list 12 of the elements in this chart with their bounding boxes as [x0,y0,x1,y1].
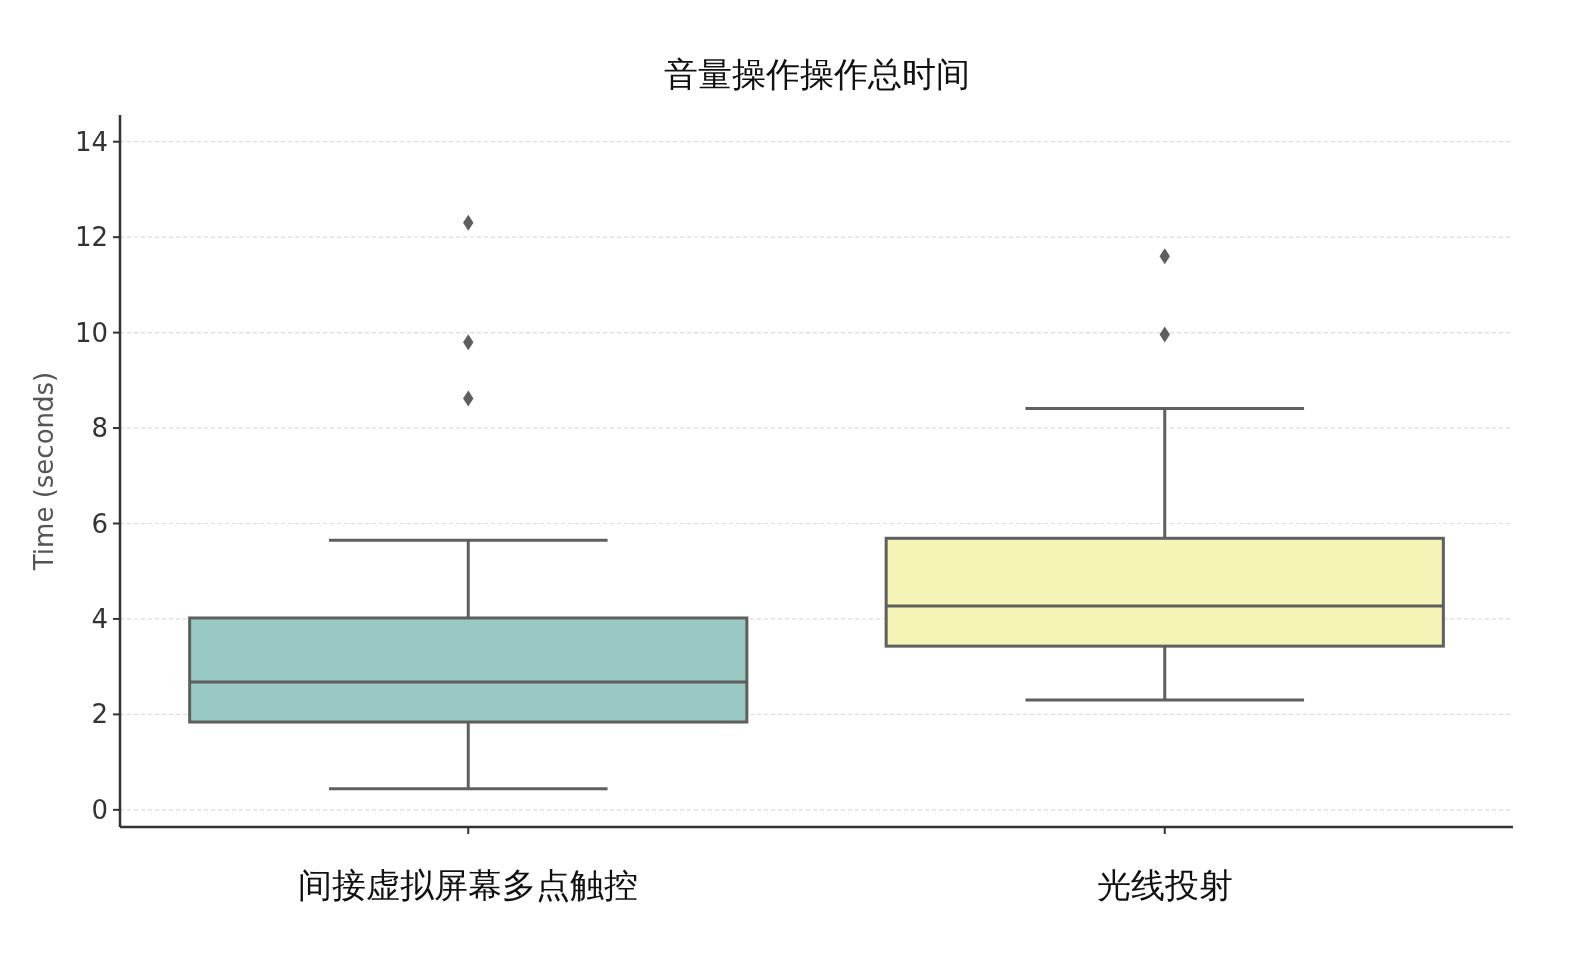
y-tick-label: 10 [74,317,108,348]
y-tick-label: 2 [91,699,108,730]
y-tick-label: 0 [91,794,108,825]
y-tick-label: 8 [91,413,108,444]
y-tick-label: 4 [91,604,108,635]
y-tick-label: 12 [74,222,108,253]
x-tick-label: 光线投射 [1096,865,1233,905]
y-tick-label: 14 [74,126,108,157]
chart-title: 音量操作操作总时间 [663,54,970,94]
x-tick-label: 间接虚拟屏幕多点触控 [298,865,639,905]
y-axis-title: Time (seconds) [29,371,59,572]
y-tick-label: 6 [91,508,108,539]
